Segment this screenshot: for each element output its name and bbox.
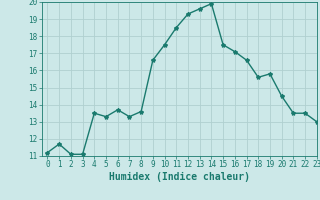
X-axis label: Humidex (Indice chaleur): Humidex (Indice chaleur) <box>109 172 250 182</box>
